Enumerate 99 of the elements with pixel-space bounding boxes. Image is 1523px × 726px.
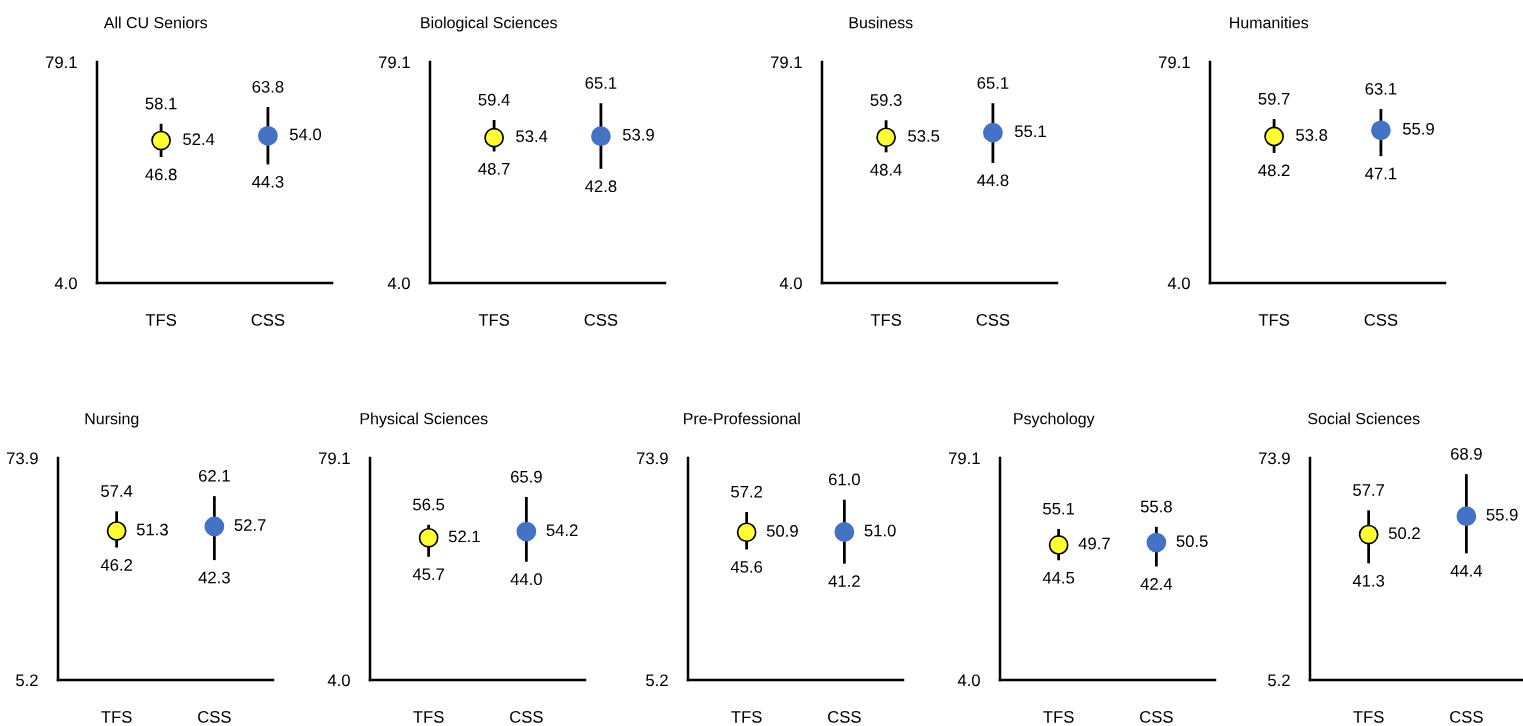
- y-tick-label: 4.0: [779, 277, 802, 290]
- data-label: 52.7: [234, 519, 266, 531]
- annotation: 62.1: [198, 469, 230, 482]
- y-tick-label: 79.1: [1158, 56, 1190, 69]
- annotation: 41.2: [828, 575, 860, 587]
- y-tick-label: 79.1: [318, 452, 350, 465]
- annotation: 59.4: [478, 93, 510, 106]
- y-tick-label: 73.9: [636, 452, 668, 465]
- annotation: 65.1: [585, 77, 617, 89]
- y-tick-label: 4.0: [957, 674, 980, 687]
- annotation: 44.0: [510, 573, 542, 586]
- data-label: 50.9: [766, 525, 798, 537]
- data-label: 52.1: [448, 530, 480, 543]
- x-tick-label: TFS: [478, 314, 510, 326]
- y-tick-label: 4.0: [387, 277, 410, 290]
- annotation: 44.4: [1450, 565, 1483, 577]
- data-label: 53.8: [1296, 129, 1328, 141]
- annotation: 59.7: [1258, 92, 1290, 105]
- data-label: 52.4: [183, 133, 215, 146]
- data-label: 49.7: [1078, 537, 1110, 550]
- y-tick-label: 79.1: [45, 56, 77, 69]
- data-label: 53.9: [622, 128, 654, 141]
- annotation: 63.1: [1365, 82, 1397, 95]
- annotation: 59.3: [870, 94, 902, 106]
- annotation: 57.2: [731, 485, 763, 498]
- x-tick-label: TFS: [870, 314, 902, 326]
- y-tick-label: 79.1: [770, 56, 802, 69]
- data-label: 55.9: [1402, 122, 1434, 135]
- data-label: 55.1: [1014, 125, 1046, 138]
- annotation: 44.3: [252, 175, 284, 188]
- x-tick-label: TFS: [1258, 314, 1290, 326]
- annotation: 44.8: [977, 174, 1009, 187]
- y-tick-label: 79.1: [378, 56, 410, 69]
- annotation: 45.7: [412, 568, 445, 581]
- x-tick-label: CSS: [510, 711, 543, 723]
- annotation: 65.9: [510, 470, 542, 483]
- data-label: 51.0: [864, 524, 896, 537]
- data-label: 50.5: [1176, 535, 1208, 548]
- x-tick-label: CSS: [1450, 711, 1483, 723]
- y-tick-label: 5.2: [646, 674, 668, 687]
- annotation: 63.8: [252, 80, 284, 93]
- data-label: 53.5: [908, 130, 940, 142]
- data-label: 55.9: [1486, 508, 1518, 521]
- chart-title: Humanities: [1230, 16, 1309, 29]
- chart-title: All CU Seniors: [103, 16, 208, 29]
- annotation: 61.0: [828, 473, 860, 486]
- annotation: 55.1: [1043, 502, 1075, 515]
- data-label: 53.4: [516, 130, 548, 143]
- annotation: 55.8: [1140, 500, 1172, 513]
- x-tick-label: CSS: [828, 711, 861, 723]
- y-tick-label: 5.2: [16, 674, 38, 687]
- annotation: 57.4: [101, 485, 133, 497]
- data-label: 54.0: [289, 128, 322, 141]
- annotation: 65.1: [977, 77, 1009, 89]
- x-tick-label: TFS: [101, 711, 132, 723]
- data-label: 54.2: [546, 524, 578, 537]
- annotation: 48.7: [478, 162, 510, 175]
- data-label: 50.2: [1388, 527, 1420, 540]
- x-tick-label: TFS: [1043, 711, 1074, 723]
- annotation: 57.7: [1353, 484, 1385, 496]
- chart-title: Physical Sciences: [360, 412, 488, 428]
- chart-title: Nursing: [85, 412, 139, 428]
- annotation: 45.6: [730, 560, 763, 573]
- chart-title: Business: [849, 16, 913, 29]
- annotation: 47.1: [1365, 167, 1397, 180]
- y-tick-label: 79.1: [948, 452, 980, 465]
- data-label: 51.3: [136, 523, 168, 536]
- chart-title: Pre-Professional: [684, 412, 800, 425]
- x-tick-label: TFS: [145, 314, 177, 326]
- x-tick-label: TFS: [1353, 711, 1384, 723]
- annotation: 41.3: [1352, 574, 1385, 587]
- chart-title: Psychology: [1014, 412, 1095, 428]
- y-tick-label: 4.0: [54, 277, 77, 290]
- x-tick-label: CSS: [198, 711, 231, 723]
- y-tick-label: 5.2: [1268, 674, 1290, 687]
- x-tick-label: CSS: [584, 314, 618, 326]
- annotation: 58.1: [145, 97, 177, 110]
- annotation: 56.5: [413, 498, 445, 511]
- annotation: 42.3: [198, 571, 230, 584]
- annotation: 42.4: [1140, 578, 1173, 590]
- annotation: 48.4: [870, 163, 902, 176]
- y-tick-label: 73.9: [6, 452, 38, 465]
- chart-title: Social Sciences: [1308, 412, 1420, 425]
- y-tick-label: 4.0: [1167, 277, 1190, 290]
- annotation: 44.5: [1042, 571, 1075, 584]
- annotation: 46.8: [145, 168, 177, 181]
- annotation: 48.2: [1258, 164, 1290, 177]
- annotation: 68.9: [1450, 447, 1482, 460]
- x-tick-label: CSS: [1364, 314, 1398, 326]
- x-tick-label: TFS: [731, 711, 762, 723]
- x-tick-label: TFS: [413, 711, 444, 723]
- x-tick-label: CSS: [1140, 711, 1173, 723]
- y-tick-label: 73.9: [1258, 452, 1290, 465]
- y-tick-label: 4.0: [327, 674, 350, 687]
- chart-title: Biological Sciences: [421, 16, 557, 32]
- x-tick-label: CSS: [251, 314, 285, 326]
- annotation: 42.8: [585, 180, 617, 193]
- x-tick-label: CSS: [976, 314, 1010, 326]
- annotation: 46.2: [100, 559, 133, 571]
